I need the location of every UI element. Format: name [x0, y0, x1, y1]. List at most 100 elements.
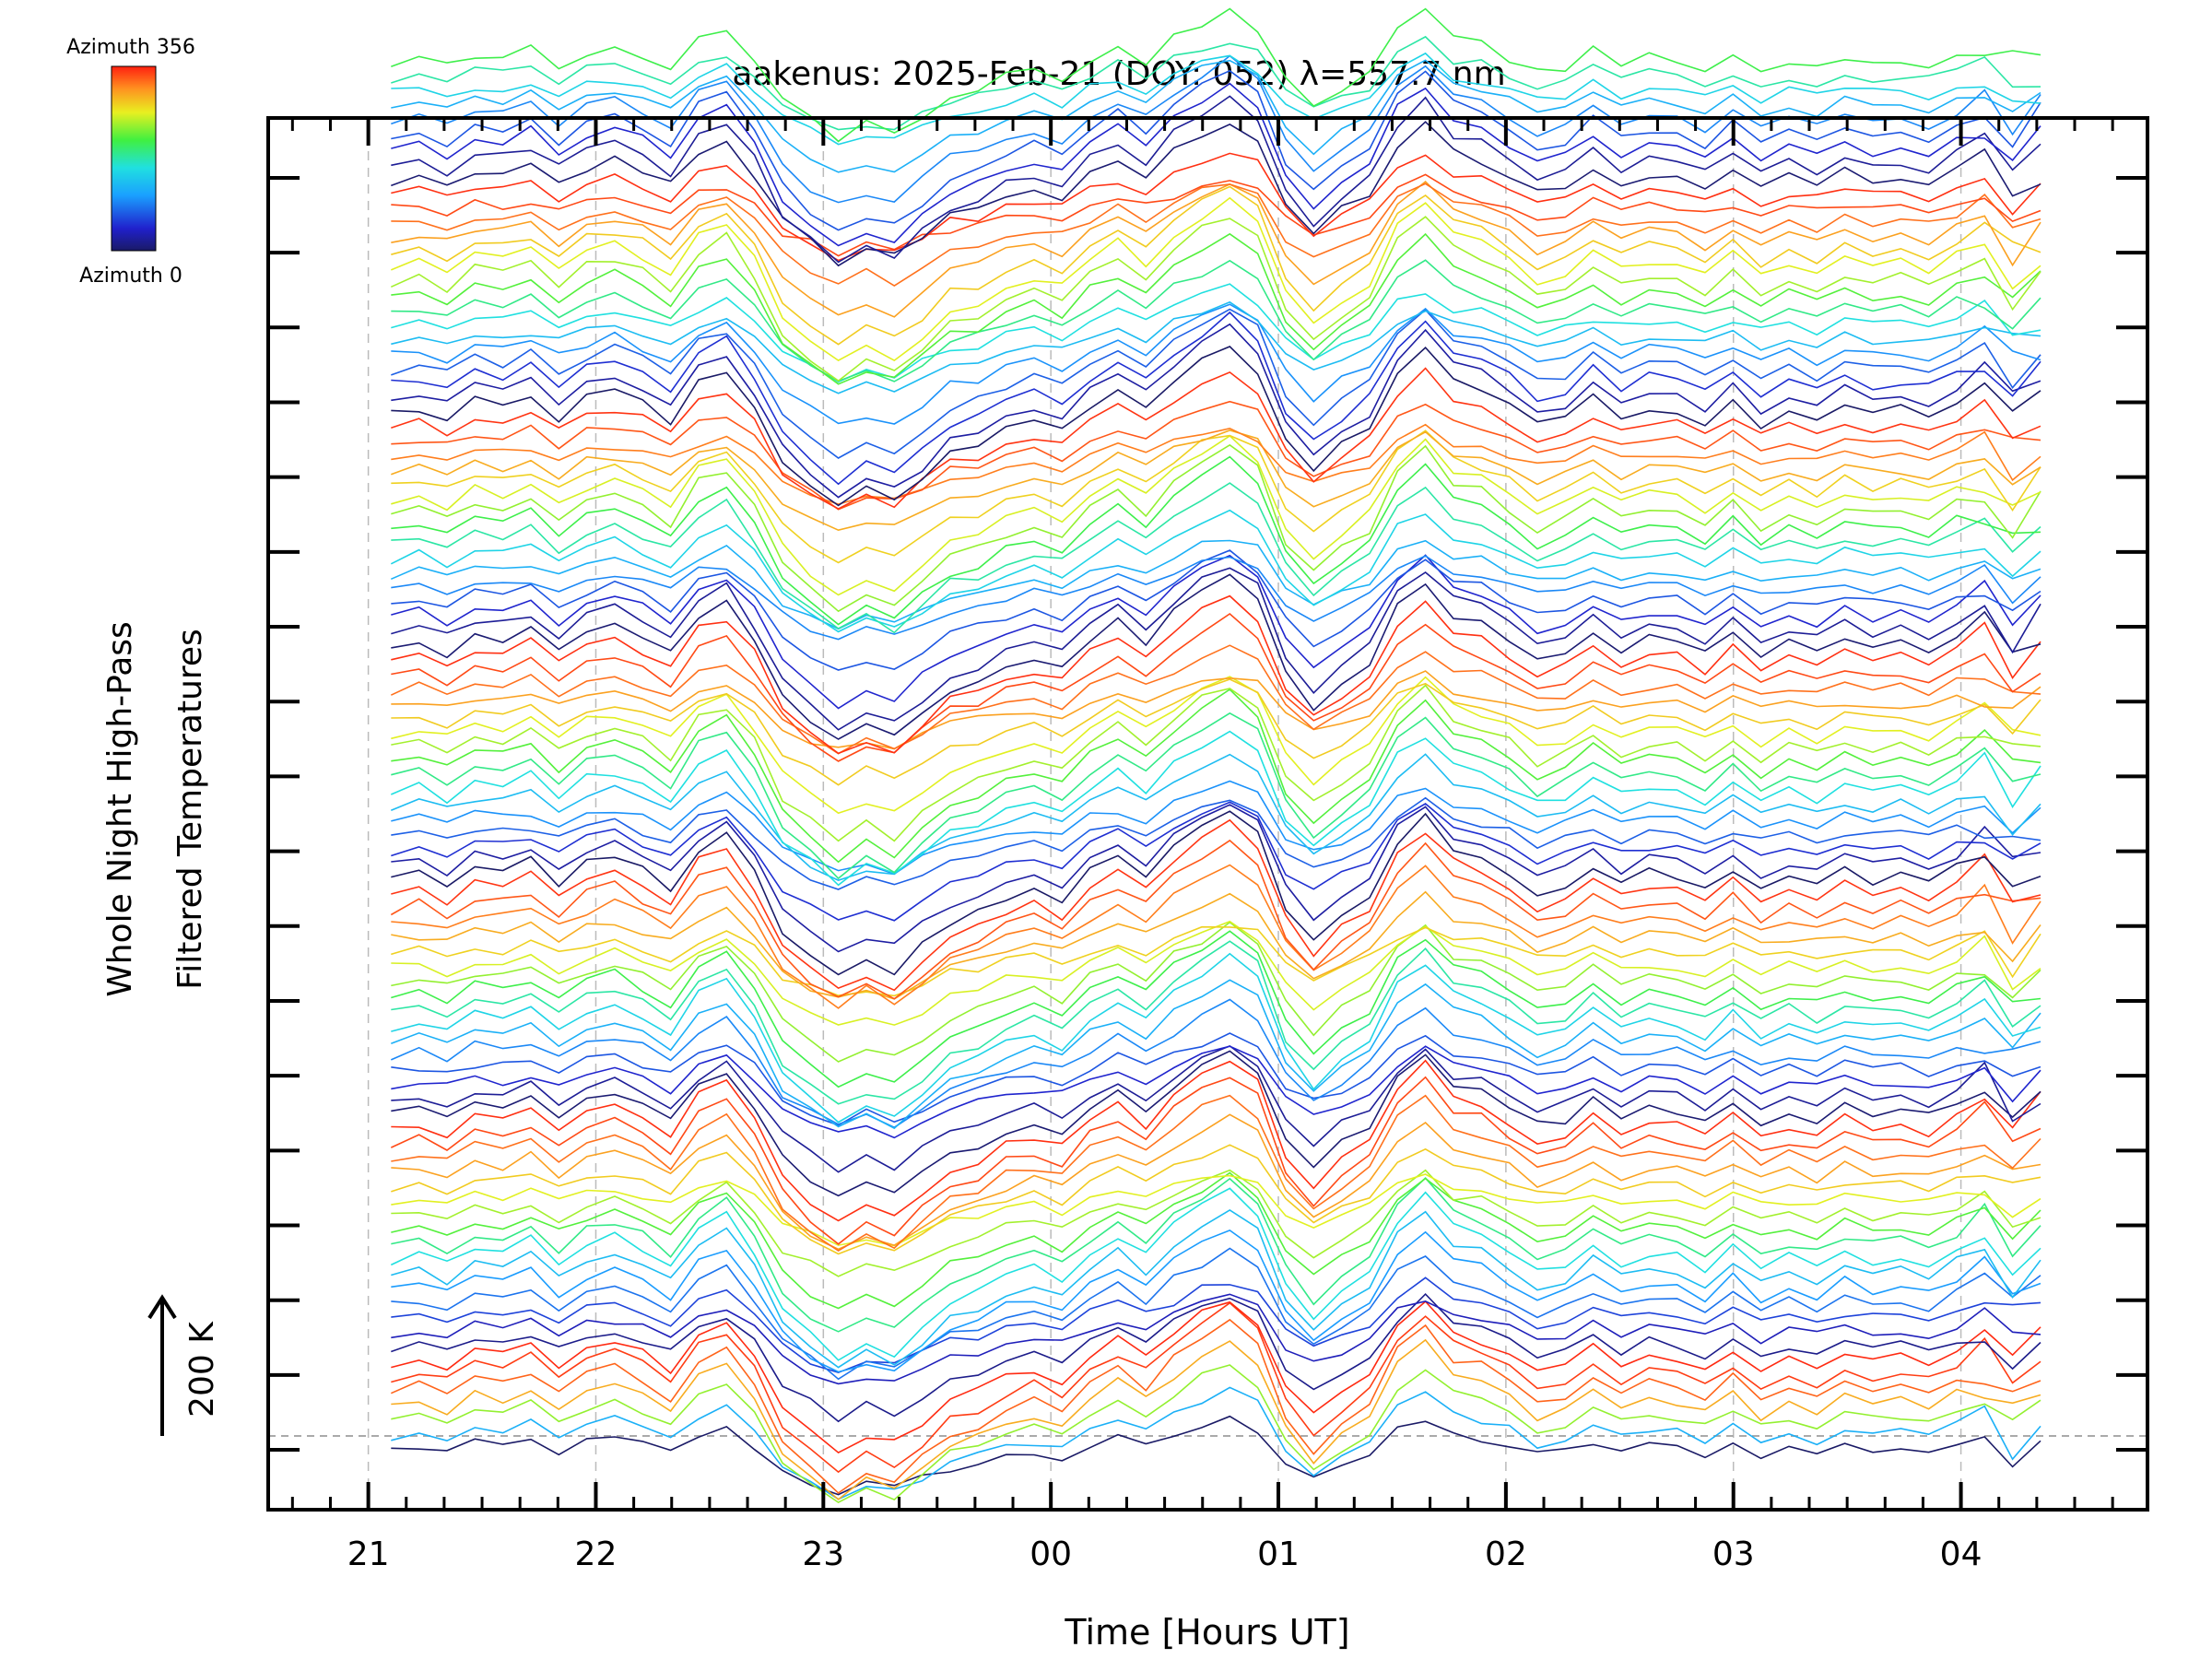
series-line — [391, 1386, 2041, 1500]
series-line — [391, 921, 2041, 1063]
series-line — [391, 864, 2041, 1009]
series-line — [391, 303, 2041, 425]
series-line — [391, 323, 2041, 499]
series-line — [391, 594, 2041, 755]
series-line — [391, 567, 2041, 731]
series-line — [391, 311, 2041, 486]
series-line — [390, 196, 2041, 362]
series-line — [391, 549, 2041, 671]
x-tick-label: 23 — [802, 1535, 844, 1573]
series-line — [391, 82, 2041, 247]
series-line — [390, 1076, 2041, 1245]
series-line — [390, 539, 2041, 630]
series-line — [391, 1173, 2041, 1247]
series-line — [391, 930, 2041, 1088]
series-line — [391, 678, 2041, 786]
series-line — [391, 1338, 2041, 1500]
series-line — [391, 1209, 2041, 1369]
x-tick-label: 01 — [1257, 1535, 1300, 1573]
series-line — [391, 1293, 2041, 1385]
series-line — [391, 1059, 2041, 1222]
x-axis-label: Time [Hours UT] — [1064, 1612, 1349, 1653]
y-axis-label-line2: Filtered Temperatures — [171, 629, 209, 990]
series-line — [391, 1113, 2041, 1251]
colorbar-gradient — [111, 65, 157, 252]
series-line — [390, 1318, 2041, 1494]
series-line — [391, 185, 2041, 346]
series-line — [391, 367, 2041, 511]
series-line — [391, 979, 2041, 1130]
series-line — [391, 400, 2041, 511]
series-line — [390, 1187, 2041, 1361]
x-tick-label: 04 — [1940, 1535, 1983, 1573]
series-line — [391, 181, 2041, 318]
series-line — [391, 52, 2041, 146]
x-tick-label: 02 — [1485, 1535, 1527, 1573]
series-group — [390, 7, 2041, 1504]
series-line — [391, 121, 2041, 267]
colorbar-top-label: Azimuth 356 — [66, 36, 195, 59]
series-line — [391, 940, 2041, 1105]
series-line — [391, 423, 2041, 505]
series-line — [391, 712, 2041, 880]
series-line — [391, 684, 2041, 842]
series-line — [391, 429, 2041, 564]
series-line — [391, 1292, 2041, 1423]
series-line — [391, 1171, 2041, 1310]
series-line — [391, 1169, 2041, 1277]
series-line — [391, 1300, 2041, 1454]
y-ticks — [268, 175, 2147, 1453]
series-line — [391, 1094, 2041, 1253]
y-axis-label-line1: Whole Night High-Pass — [101, 621, 139, 997]
series-line — [391, 1415, 2041, 1496]
series-line — [391, 1277, 2041, 1374]
series-line — [391, 676, 2041, 815]
series-line — [391, 182, 2041, 288]
series-line — [390, 753, 2041, 881]
series-line — [391, 482, 2041, 634]
y-axis-label: Whole Night High-Pass Filtered Temperatu… — [101, 621, 209, 997]
series-line — [391, 780, 2041, 876]
series-line — [391, 1044, 2041, 1173]
series-line — [391, 890, 2041, 1000]
series-line — [391, 1050, 2041, 1197]
series-line — [391, 670, 2041, 750]
series-line — [391, 443, 2041, 613]
scale-arrowhead — [147, 1294, 177, 1320]
x-ticks: 21 22 23 00 01 02 03 04 — [290, 118, 2114, 1573]
series-line — [391, 555, 2041, 641]
series-line — [391, 1045, 2041, 1139]
x-tick-label: 21 — [347, 1535, 390, 1573]
series-line — [391, 810, 2041, 976]
series-line — [391, 7, 2041, 143]
series-line — [391, 688, 2041, 864]
series-line — [391, 925, 2041, 997]
series-line — [391, 818, 2041, 992]
x-tick-label: 00 — [1030, 1535, 1072, 1573]
series-line — [391, 920, 2041, 1026]
series-line — [391, 434, 2041, 596]
chart-title: aakenus: 2025-Feb-21 (DOY: 052) λ=557.7 … — [732, 55, 1505, 93]
series-line — [391, 69, 2041, 231]
series-line — [391, 1301, 2041, 1474]
series-line — [390, 839, 2041, 1000]
series-line — [391, 259, 2041, 382]
axes — [266, 116, 2149, 1512]
series-line — [391, 573, 2041, 740]
series-line — [390, 998, 2041, 1129]
series-line — [390, 509, 2041, 633]
series-line — [391, 283, 2041, 383]
series-line — [391, 804, 2041, 953]
series-line — [391, 952, 2041, 1124]
series-line — [391, 54, 2041, 204]
series-line — [391, 173, 2041, 257]
series-line — [391, 455, 2041, 626]
series-line — [391, 429, 2041, 532]
series-line — [391, 1229, 2041, 1373]
series-line — [391, 1177, 2041, 1333]
series-line — [391, 801, 2041, 922]
series-line — [391, 152, 2041, 262]
series-line — [390, 216, 2041, 382]
series-line — [390, 730, 2041, 887]
series-line — [391, 1032, 2041, 1126]
